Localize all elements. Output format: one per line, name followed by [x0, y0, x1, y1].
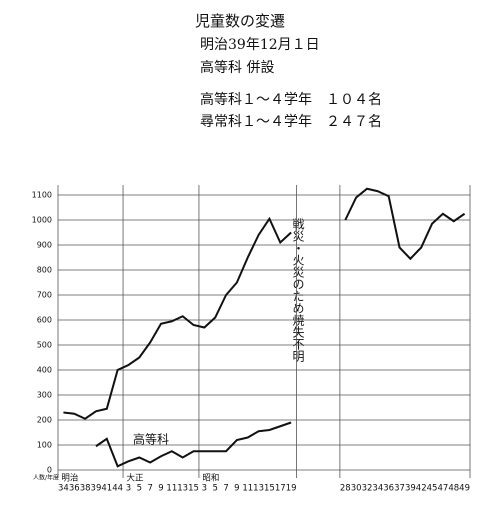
y-tick-label: 0 — [47, 466, 52, 475]
x-tick-label: 39 — [405, 484, 416, 494]
x-tick-label: 15 — [188, 484, 199, 494]
x-tick-label: 17 — [275, 484, 286, 494]
x-tick-label: 3 — [126, 484, 131, 494]
subtitle: 高等科１～４学年 １０４名 — [200, 91, 382, 108]
era-label: 明治 — [61, 473, 79, 484]
y-tick-label: 800 — [37, 266, 52, 275]
data-line — [63, 187, 466, 420]
y-tick-label: 400 — [37, 366, 52, 375]
x-tick-label: 42 — [416, 484, 427, 494]
y-tick-label: 200 — [37, 416, 52, 425]
x-tick-label: 13 — [253, 484, 264, 494]
y-tick-label: 700 — [37, 291, 52, 300]
y-axis-label: 人数/年度 — [33, 474, 59, 482]
x-tick-label: 39 — [91, 484, 102, 494]
era-label: 昭和 — [202, 474, 219, 484]
y-tick-label: 900 — [37, 241, 52, 250]
era-label: 大正 — [126, 473, 144, 484]
x-tick-label: 37 — [394, 484, 405, 494]
y-tick-label: 300 — [37, 391, 52, 400]
x-tick-label: 44 — [112, 484, 123, 494]
x-tick-label: 36 — [383, 484, 394, 494]
x-tick-label: 9 — [234, 484, 239, 494]
x-tick-label: 9 — [158, 484, 163, 494]
annotation: 戦災・火災のため焼失不明 — [291, 218, 305, 363]
x-tick-label: 28 — [340, 484, 351, 494]
x-tick-label: 32 — [362, 484, 373, 494]
x-tick-label: 34 — [58, 484, 69, 494]
y-tick-label: 600 — [37, 316, 52, 325]
x-tick-label: 13 — [177, 484, 188, 494]
y-tick-label: 1000 — [32, 216, 52, 225]
x-tick-label: 3 — [202, 484, 207, 494]
y-tick-label: 100 — [37, 441, 52, 450]
x-tick-label: 30 — [351, 484, 362, 494]
subtitle: 尋常科１～４学年 ２４７名 — [200, 114, 382, 130]
x-tick-label: 7 — [223, 484, 228, 494]
x-tick-label: 47 — [437, 484, 448, 494]
subtitle: 明治39年12月１日 — [200, 37, 320, 53]
x-tick-label: 48 — [448, 484, 459, 494]
x-tick-label: 38 — [80, 484, 91, 494]
x-tick-label: 15 — [264, 484, 275, 494]
x-tick-label: 45 — [427, 484, 438, 494]
y-tick-label: 1100 — [32, 191, 52, 200]
x-tick-label: 19 — [286, 484, 297, 494]
data-line — [95, 421, 292, 468]
x-tick-label: 11 — [166, 484, 177, 494]
x-tick-label: 49 — [459, 484, 470, 494]
y-tick-label: 500 — [37, 341, 52, 350]
x-tick-label: 5 — [137, 484, 142, 494]
annotation: 高等科 — [133, 432, 169, 447]
x-tick-label: 11 — [242, 484, 253, 494]
x-tick-label: 5 — [212, 484, 217, 494]
subtitle: 高等科 併設 — [200, 59, 274, 76]
x-tick-label: 7 — [147, 484, 152, 494]
chart-title: 児童数の変遷 — [195, 12, 285, 30]
x-tick-label: 34 — [372, 484, 383, 494]
x-tick-label: 36 — [69, 484, 80, 494]
x-tick-label: 41 — [101, 484, 112, 494]
